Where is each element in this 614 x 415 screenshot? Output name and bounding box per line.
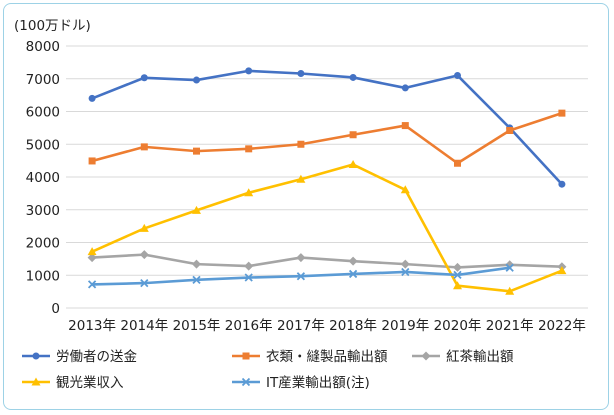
series-line xyxy=(91,69,563,186)
data-point xyxy=(558,180,566,188)
y-tick-label: 8000 xyxy=(26,39,60,55)
legend-item: IT産業輸出額(注) xyxy=(232,375,370,391)
data-point xyxy=(348,269,358,279)
data-point xyxy=(401,267,410,277)
legend-label: IT産業輸出額(注) xyxy=(266,375,370,391)
unit-label: (100万ドル) xyxy=(14,18,91,34)
data-point xyxy=(88,157,96,165)
data-point xyxy=(192,259,201,269)
x-tick-label: 2014年 xyxy=(120,318,168,334)
data-point xyxy=(401,122,409,130)
data-point xyxy=(506,126,514,134)
series-line xyxy=(92,253,562,269)
legend-marker xyxy=(31,377,41,386)
y-tick-label: 3000 xyxy=(26,203,60,219)
data-point xyxy=(557,266,567,275)
data-point xyxy=(348,160,358,169)
data-point xyxy=(296,253,306,263)
data-point xyxy=(297,140,305,148)
data-point xyxy=(139,223,149,232)
data-point xyxy=(245,67,253,75)
data-point xyxy=(140,278,149,288)
data-point xyxy=(453,281,462,290)
legend-marker xyxy=(241,377,251,387)
x-tick-label: 2022年 xyxy=(538,318,586,334)
data-point xyxy=(454,159,461,167)
legend-item: 紅茶輸出額 xyxy=(412,349,514,365)
y-axis: 0 1000 2000 3000 4000 5000 6000 7000 8000 xyxy=(26,39,60,317)
data-point xyxy=(296,174,306,183)
data-point xyxy=(193,76,200,84)
data-point xyxy=(349,73,357,81)
x-axis: 2013年 2014年 2015年 2016年 2017年 2018年 2019年 2020年… xyxy=(68,318,586,334)
y-tick-label: 1000 xyxy=(26,268,60,284)
series-4 xyxy=(87,263,514,289)
legend-marker xyxy=(421,351,431,361)
legend-item: 観光業収入 xyxy=(22,374,124,391)
x-tick-label: 2017年 xyxy=(277,318,325,334)
data-point xyxy=(297,70,305,78)
y-tick-label: 4000 xyxy=(26,170,60,186)
legend-item: 労働者の送金 xyxy=(22,349,137,365)
x-tick-label: 2020年 xyxy=(434,318,482,334)
series-line xyxy=(91,163,563,293)
data-point xyxy=(296,272,306,281)
data-point xyxy=(454,71,461,79)
data-point xyxy=(558,109,566,117)
data-point xyxy=(140,143,148,151)
series-group xyxy=(87,67,567,295)
series-0 xyxy=(88,67,566,188)
y-tick-label: 5000 xyxy=(26,137,60,153)
y-tick-label: 2000 xyxy=(26,236,60,252)
chart-frame xyxy=(3,3,609,410)
data-point xyxy=(505,286,515,295)
x-tick-label: 2018年 xyxy=(329,318,377,334)
data-point xyxy=(348,256,358,266)
data-point xyxy=(505,263,514,272)
y-tick-label: 0 xyxy=(51,301,60,317)
series-1 xyxy=(88,109,566,167)
data-point xyxy=(140,74,148,82)
data-point xyxy=(400,259,410,269)
legend-item: 衣類・縫製品輸出額 xyxy=(232,349,388,365)
y-tick-label: 7000 xyxy=(26,72,60,88)
data-point xyxy=(244,188,254,197)
data-point xyxy=(453,262,462,272)
data-point xyxy=(88,94,96,102)
data-point xyxy=(453,270,462,280)
data-point xyxy=(87,247,97,256)
x-tick-label: 2019年 xyxy=(381,318,429,334)
legend-marker xyxy=(242,352,250,360)
legend-marker xyxy=(32,352,40,360)
data-point xyxy=(349,131,357,139)
data-point xyxy=(139,250,149,260)
series-2 xyxy=(87,250,567,272)
data-point xyxy=(87,253,97,263)
data-point xyxy=(245,145,253,153)
legend-label: 労働者の送金 xyxy=(56,349,137,365)
series-line xyxy=(91,111,563,165)
data-point xyxy=(400,185,410,194)
legend-label: 紅茶輸出額 xyxy=(446,349,514,365)
data-point xyxy=(193,147,200,155)
data-point xyxy=(192,275,201,284)
data-point xyxy=(401,84,409,92)
data-point xyxy=(244,273,253,282)
series-3 xyxy=(87,160,567,295)
data-point xyxy=(244,261,254,271)
x-tick-label: 2021年 xyxy=(486,318,534,334)
x-tick-label: 2016年 xyxy=(225,318,273,334)
x-tick-label: 2013年 xyxy=(68,318,116,334)
data-point xyxy=(192,205,201,214)
legend-label: 観光業収入 xyxy=(56,374,124,391)
legend-label: 衣類・縫製品輸出額 xyxy=(266,349,388,365)
data-point xyxy=(87,280,97,289)
y-tick-label: 6000 xyxy=(26,105,60,121)
x-tick-label: 2015年 xyxy=(173,318,221,334)
